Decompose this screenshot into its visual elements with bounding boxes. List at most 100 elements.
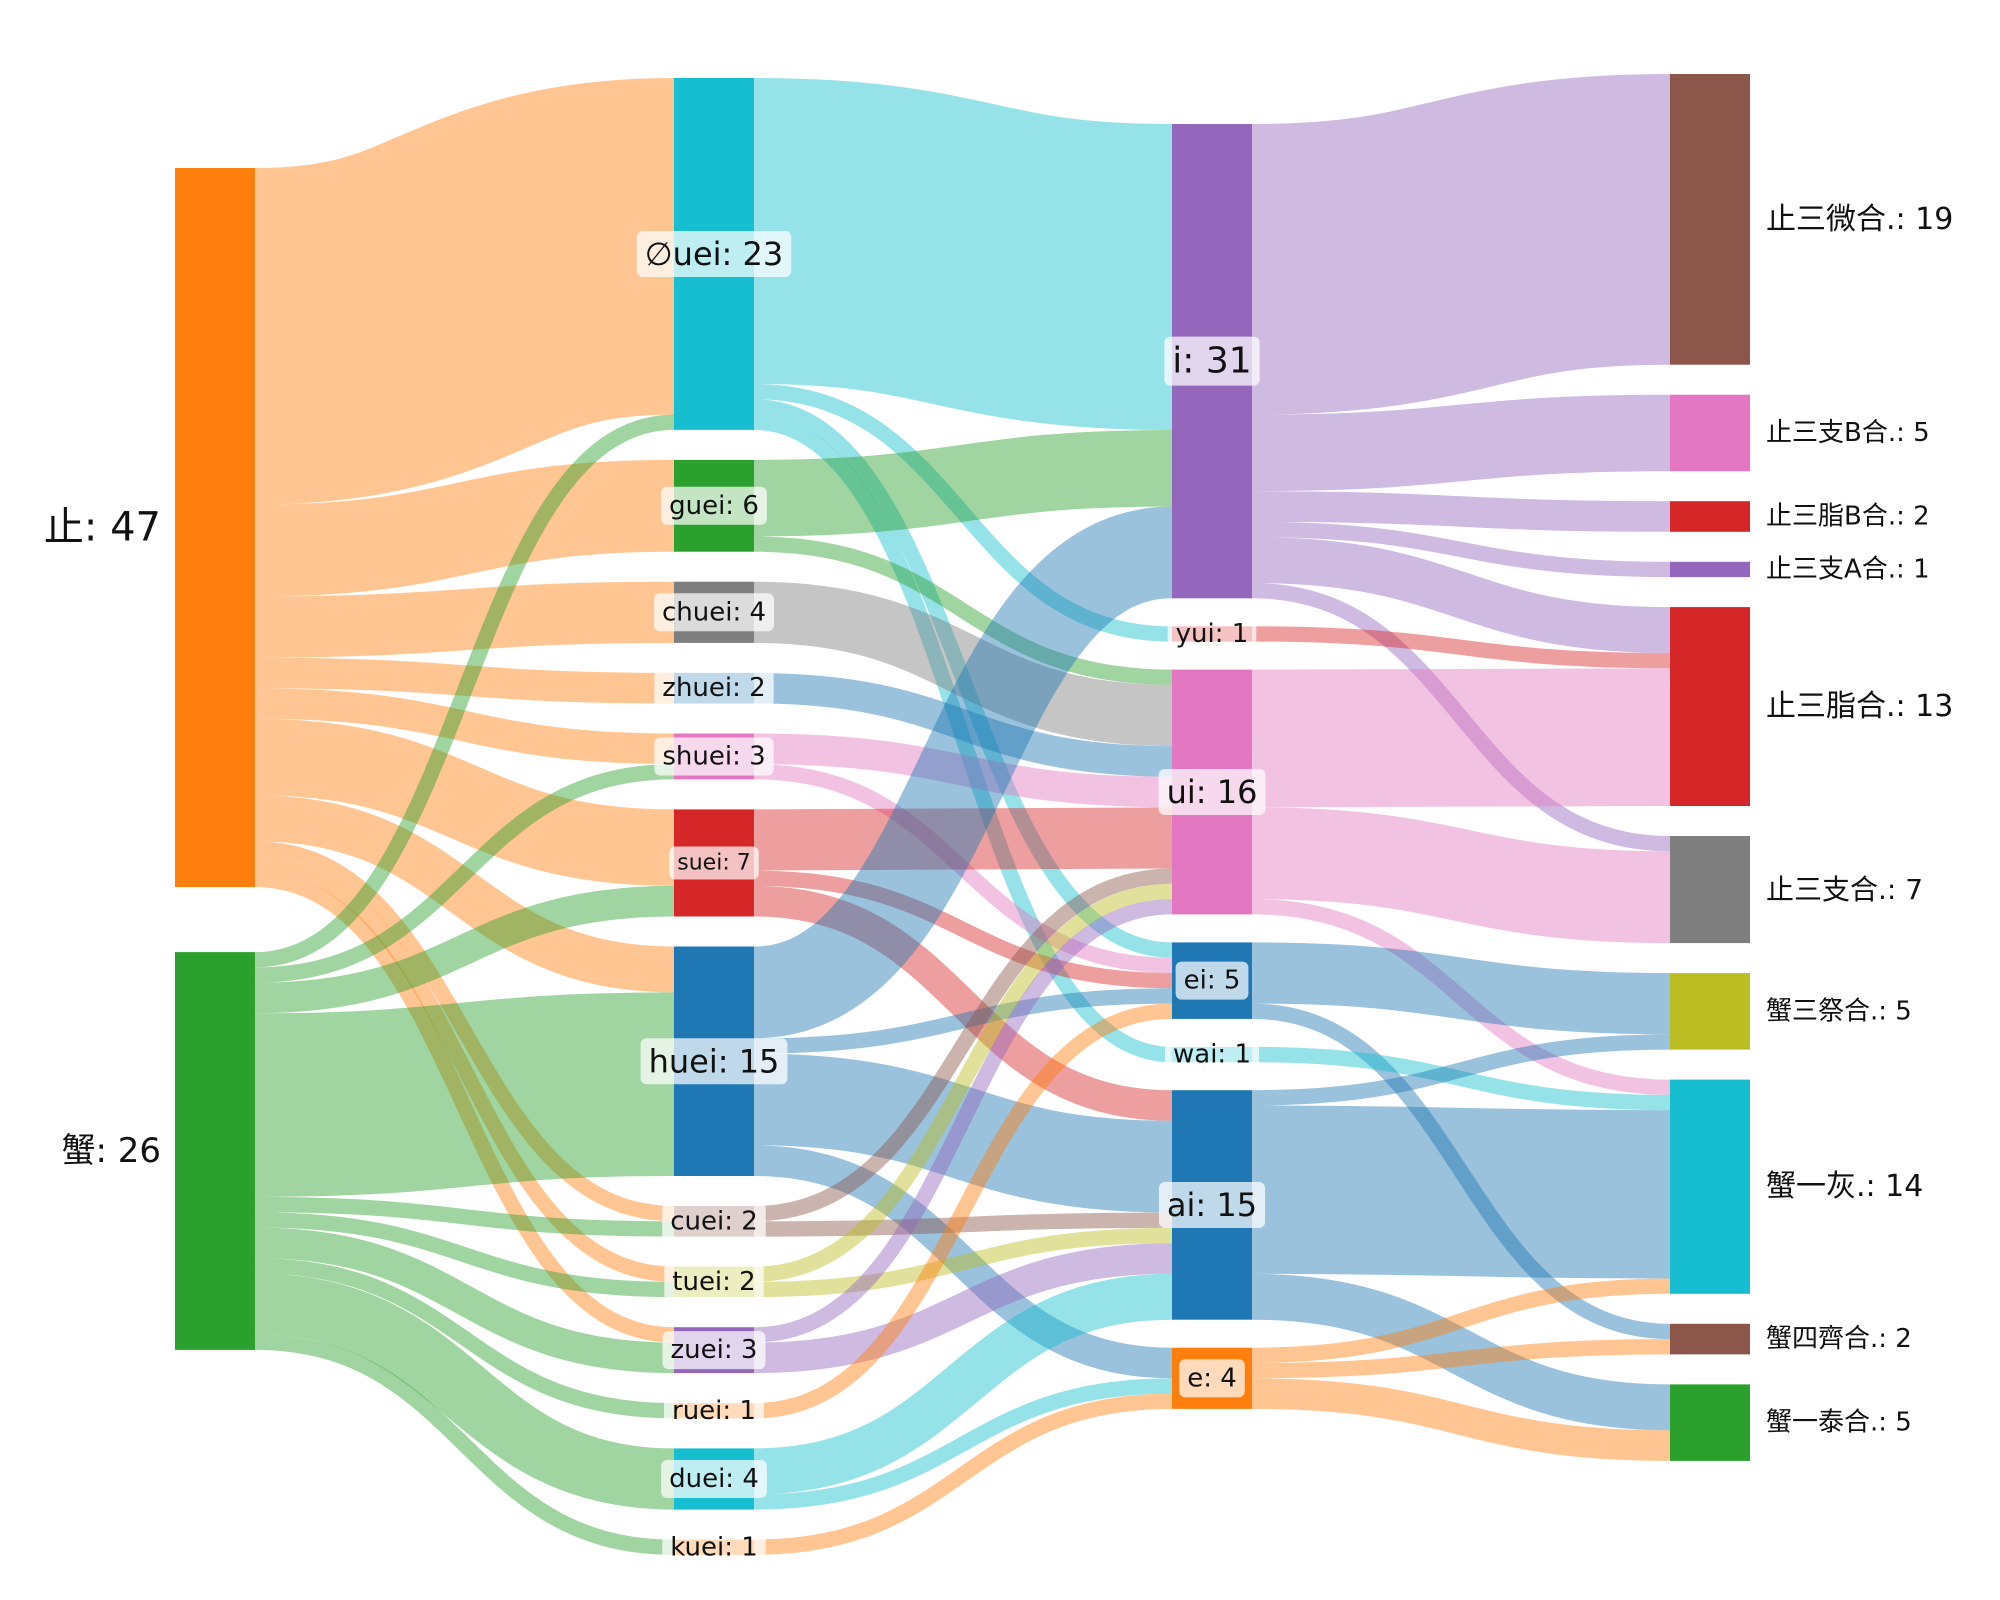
link-zhi-to-chuei — [254, 581, 675, 658]
link-suei-to-ui — [753, 807, 1173, 871]
node-label-i: i: 31 — [1172, 341, 1251, 382]
link-e-to-x1hui — [1251, 1278, 1671, 1363]
node-label-zhi: 止: 47 — [44, 505, 161, 551]
node-label-bg-duei — [661, 1460, 767, 1498]
node-label-tuei: tuei: 2 — [672, 1267, 755, 1297]
link-xie-to-shuei — [254, 764, 675, 983]
node-label-ruei: ruei: 1 — [672, 1396, 756, 1426]
node-z3zhi — [1670, 836, 1750, 944]
node-label-bg-tuei — [664, 1262, 764, 1301]
link-xie-to-ruei — [254, 1258, 675, 1419]
link-zhi-to-huei — [254, 795, 675, 993]
link-xie-to-kuei — [254, 1334, 675, 1555]
node-label-x1tai: 蟹一泰合.: 5 — [1766, 1408, 1912, 1438]
link-xie-to-huei — [254, 992, 675, 1197]
sankey-links — [252, 74, 1672, 1555]
link-i-to-z3zi — [1251, 537, 1671, 653]
link-ai-to-x1hui — [1251, 1105, 1671, 1279]
node-x1hui — [1670, 1079, 1750, 1294]
node-label-bg-e — [1179, 1359, 1245, 1398]
link-huei-to-e — [753, 1145, 1173, 1379]
node-label-yui: yui: 1 — [1176, 619, 1249, 649]
link-duei-to-e — [753, 1378, 1173, 1510]
node-label-guei: guei: 6 — [669, 491, 759, 521]
link-zhi-to-shuei — [254, 688, 675, 765]
node-z3zhia — [1670, 561, 1750, 578]
node-label-x3ji: 蟹三祭合.: 5 — [1766, 996, 1912, 1026]
link-0uei-to-yui — [753, 384, 1173, 642]
node-label-bg-chuei — [653, 593, 775, 632]
node-label-x1hui: 蟹一灰.: 14 — [1766, 1169, 1923, 1204]
node-zhi — [175, 168, 255, 888]
node-label-bg-ruei — [664, 1391, 764, 1430]
link-shuei-to-ui — [753, 733, 1173, 808]
link-wai-to-x1hui — [1251, 1046, 1671, 1111]
link-huei-to-ai — [753, 1053, 1173, 1213]
link-duei-to-ai — [753, 1273, 1173, 1495]
node-label-kuei: kuei: 1 — [670, 1532, 758, 1562]
link-yui-to-z3zi — [1251, 626, 1671, 669]
link-guei-to-i — [753, 430, 1173, 537]
link-ei-to-x3ji — [1251, 942, 1671, 1035]
link-xie-to-cuei — [254, 1196, 675, 1237]
node-label-z3wei: 止三微合.: 19 — [1766, 202, 1953, 237]
sankey-labels: 止: 47 蟹: 26 ∅uei: 23 guei: 6 chuei: 4 zhuei: … — [44, 202, 1953, 1567]
link-ui-to-z3zi — [1251, 668, 1671, 808]
link-0uei-to-ei — [753, 399, 1173, 958]
node-label-bg-suei — [669, 846, 759, 880]
node-label-bg-shuei — [654, 737, 774, 776]
node-label-bg-0uei — [636, 230, 792, 277]
link-cuei-to-ui — [753, 868, 1173, 1222]
node-label-bg-i — [1164, 336, 1260, 386]
node-label-bg-ai — [1158, 1181, 1266, 1228]
link-kuei-to-e — [753, 1393, 1173, 1555]
node-label-z3zhia: 止三支A合.: 1 — [1766, 554, 1930, 584]
link-xie-to-zuei — [254, 1227, 675, 1374]
link-zhi-to-tuei — [254, 856, 675, 1282]
link-ai-to-x3ji — [1251, 1034, 1671, 1106]
link-zhi-to-0uei — [252, 78, 677, 505]
node-label-e: e: 4 — [1187, 1363, 1237, 1393]
link-xie-to-0uei — [254, 414, 675, 968]
node-label-ai: ai: 15 — [1167, 1186, 1257, 1224]
node-label-duei: duei: 4 — [669, 1464, 759, 1494]
node-x4qi — [1670, 1323, 1750, 1355]
link-guei-to-ui — [753, 536, 1173, 685]
node-z3zib — [1670, 501, 1750, 532]
node-x3ji — [1670, 973, 1750, 1050]
node-label-z3zib: 止三脂B合.: 2 — [1766, 502, 1930, 532]
link-i-to-z3zhi — [1251, 583, 1671, 852]
node-z3wei — [1670, 74, 1750, 365]
link-i-to-z3zhib — [1251, 394, 1671, 492]
link-chuei-to-ui — [753, 581, 1173, 747]
node-label-wai: wai: 1 — [1173, 1040, 1251, 1070]
node-label-zhuei: zhuei: 2 — [662, 673, 765, 703]
node-label-ui: ui: 16 — [1167, 773, 1258, 811]
node-label-0uei: ∅uei: 23 — [645, 235, 783, 273]
link-i-to-z3zhia — [1251, 521, 1671, 578]
node-label-z3zhi: 止三支合.: 7 — [1766, 873, 1923, 906]
link-tuei-to-ui — [753, 883, 1173, 1282]
node-label-ei: ei: 5 — [1184, 966, 1241, 996]
link-0uei-to-i — [753, 78, 1173, 430]
node-label-bg-zhuei — [654, 669, 774, 708]
node-label-xie: 蟹: 26 — [61, 1131, 161, 1171]
node-z3zi — [1670, 607, 1750, 806]
node-xie — [175, 952, 255, 1350]
link-ruei-to-ei — [753, 1003, 1173, 1419]
node-label-z3zhib: 止三支B合.: 5 — [1766, 418, 1930, 448]
link-zhi-to-cuei — [254, 841, 675, 1222]
link-e-to-x4qi — [1251, 1339, 1671, 1379]
node-label-bg-guei — [661, 486, 767, 525]
link-0uei-to-wai — [753, 414, 1173, 1063]
node-label-suei: suei: 7 — [677, 850, 750, 875]
link-zhi-to-suei — [254, 718, 675, 886]
node-label-zuei: zuei: 3 — [671, 1335, 758, 1365]
node-label-bg-wai — [1165, 1035, 1259, 1074]
node-label-bg-cuei — [662, 1202, 766, 1241]
node-label-bg-ei — [1175, 961, 1249, 1000]
link-suei-to-ai — [753, 885, 1173, 1121]
link-huei-to-ei — [753, 988, 1173, 1054]
node-label-bg-ui — [1158, 769, 1266, 815]
link-shuei-to-ei — [753, 764, 1173, 973]
